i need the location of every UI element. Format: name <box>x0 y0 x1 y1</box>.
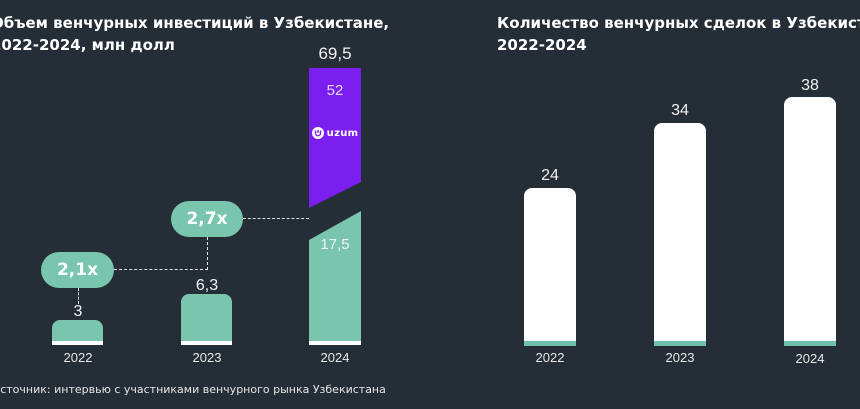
connector-2023-2024 <box>243 218 309 219</box>
bar-value-2022: 3 <box>73 303 83 320</box>
bar-2023-base <box>181 341 232 345</box>
deals-value-2023: 34 <box>671 102 689 119</box>
deals-bar-2023 <box>654 123 706 341</box>
source-note: Источник: интервью с участниками венчурн… <box>0 383 386 396</box>
year-label-2024: 2024 <box>320 350 350 365</box>
deals-value-2022: 24 <box>541 167 559 184</box>
deals-year-2023: 2023 <box>665 350 695 365</box>
connector-2022-2023 <box>114 269 208 270</box>
left-chart-title-line2: 2022-2024, млн долл <box>0 36 175 54</box>
uzum-value: 52 <box>326 82 344 99</box>
right-chart-title-line1: Количество венчурных сделок в Узбекистан… <box>497 14 860 32</box>
bar-value-2024: 17,5 <box>320 236 350 253</box>
bar-2022-base <box>52 341 103 345</box>
year-label-2022: 2022 <box>63 350 93 365</box>
uzum-logo-icon <box>311 127 324 139</box>
deals-bar-2024 <box>784 97 836 341</box>
uzum-logo: uzum <box>309 127 361 139</box>
left-chart-title-line1: Объем венчурных инвестиций в Узбекистане… <box>0 14 390 32</box>
deals-year-2024: 2024 <box>795 351 825 366</box>
deals-value-2024: 38 <box>801 77 819 94</box>
right-chart-title-line2: 2022-2024 <box>497 36 587 54</box>
bar-2022 <box>52 320 103 341</box>
bar-2024-base <box>309 341 361 345</box>
connector-2023-up <box>207 237 208 270</box>
deals-bar-2022 <box>524 188 576 341</box>
bar-2024 <box>309 211 361 341</box>
growth-badge-2023-2024: 2,7x <box>171 201 243 237</box>
bar-2023 <box>181 294 232 341</box>
deals-year-2022: 2022 <box>535 350 565 365</box>
connector-2022 <box>78 288 79 304</box>
year-label-2023: 2023 <box>192 350 222 365</box>
deals-bar-2023-base <box>654 341 706 346</box>
uzum-segment <box>309 68 361 208</box>
bar-total-2024: 69,5 <box>318 44 352 63</box>
growth-badge-2022-2023: 2,1x <box>41 252 114 288</box>
uzum-logo-text: uzum <box>326 127 359 139</box>
bar-value-2023: 6,3 <box>195 277 219 294</box>
deals-bar-2024-base <box>784 341 836 346</box>
deals-bar-2022-base <box>524 341 576 346</box>
